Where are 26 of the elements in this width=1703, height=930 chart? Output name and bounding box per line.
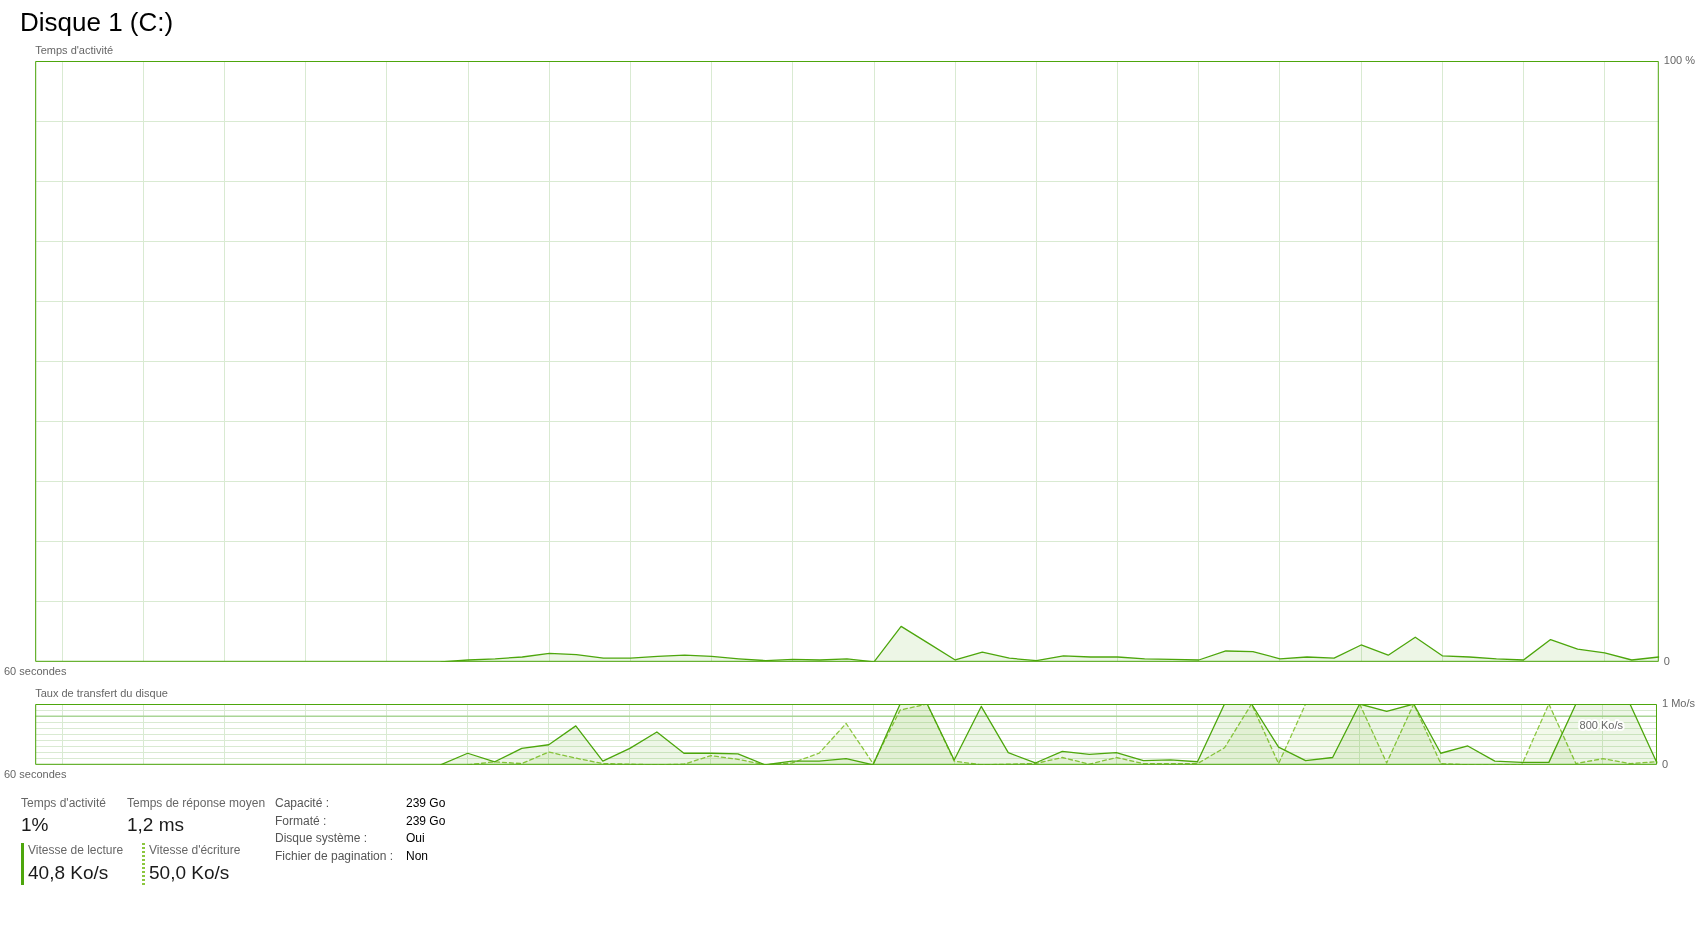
x-tick-label: 60 secondes	[3, 665, 67, 678]
chart-title: Disque 1 (C:)	[20, 7, 174, 37]
text: Capacité :	[275, 796, 330, 811]
y-axis-title: Taux de transfert du disque	[35, 687, 168, 700]
text: Fichier de pagination :	[275, 848, 394, 864]
y-tick-label: 100 %	[1663, 54, 1696, 67]
text: 1%	[21, 814, 49, 836]
y-axis-title: Temps d'activité	[35, 44, 114, 57]
y-tick-label: 0	[1663, 654, 1670, 667]
legend-label: Vitesse de lecture	[28, 843, 124, 858]
y-tick-label: 0	[1661, 757, 1669, 770]
text: Temps d'activité	[21, 796, 106, 811]
ref-line-label: 800 Ko/s	[1579, 718, 1624, 731]
text: Formaté :	[275, 813, 327, 829]
text: Temps de réponse moyen	[127, 796, 266, 811]
text: 239 Go	[406, 813, 446, 829]
y-tick-label: 1 Mo/s	[1661, 697, 1696, 710]
text: 40,8 Ko/s	[28, 862, 109, 884]
text: Oui	[406, 831, 425, 846]
text: Disque système :	[275, 831, 368, 846]
legend-label: Vitesse d'écriture	[149, 843, 241, 858]
text: 1,2 ms	[127, 814, 185, 836]
text: 239 Go	[406, 796, 446, 811]
text: 50,0 Ko/s	[149, 862, 230, 884]
text: Non	[406, 848, 429, 864]
x-tick-label: 60 secondes	[3, 768, 67, 781]
